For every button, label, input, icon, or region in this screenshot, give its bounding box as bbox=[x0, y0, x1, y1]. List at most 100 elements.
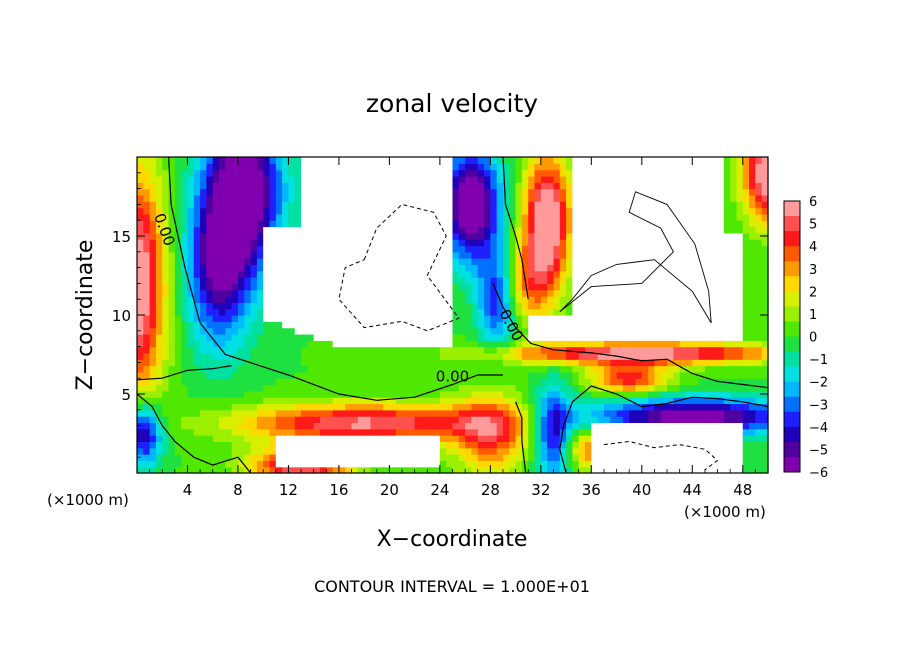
heatmap-cell bbox=[723, 390, 731, 398]
heatmap-cell bbox=[351, 302, 359, 310]
heatmap-cell bbox=[540, 239, 548, 247]
heatmap-cell bbox=[597, 371, 605, 379]
heatmap-cell bbox=[673, 232, 681, 240]
heatmap-cell bbox=[219, 283, 226, 291]
heatmap-cell bbox=[200, 441, 208, 449]
heatmap-cell bbox=[648, 175, 656, 183]
heatmap-cell bbox=[496, 207, 504, 215]
heatmap-cell bbox=[345, 226, 353, 234]
heatmap-cell bbox=[641, 175, 649, 183]
heatmap-cell bbox=[667, 352, 674, 360]
heatmap-cell bbox=[345, 397, 353, 405]
heatmap-cell bbox=[490, 416, 498, 424]
heatmap-cell bbox=[761, 251, 769, 259]
heatmap-cell bbox=[559, 264, 567, 272]
heatmap-cell bbox=[528, 226, 536, 234]
heatmap-cell bbox=[515, 302, 523, 310]
heatmap-cell bbox=[616, 422, 624, 430]
heatmap-cell bbox=[534, 232, 542, 240]
heatmap-cell bbox=[540, 359, 548, 367]
heatmap-cell bbox=[660, 182, 668, 190]
heatmap-cell bbox=[509, 454, 517, 461]
heatmap-cell bbox=[528, 346, 536, 354]
heatmap-cell bbox=[515, 409, 523, 417]
heatmap-cell bbox=[200, 346, 208, 354]
heatmap-cell bbox=[761, 333, 769, 341]
heatmap-cell bbox=[742, 397, 750, 405]
heatmap-cell bbox=[597, 302, 605, 310]
heatmap-cell bbox=[559, 327, 567, 335]
heatmap-cell bbox=[395, 308, 403, 316]
heatmap-cell bbox=[585, 283, 592, 291]
heatmap-cell bbox=[465, 390, 473, 398]
heatmap-cell bbox=[679, 333, 687, 341]
heatmap-cell bbox=[269, 232, 277, 240]
heatmap-cell bbox=[420, 175, 428, 183]
heatmap-cell bbox=[534, 239, 542, 247]
heatmap-cell bbox=[174, 277, 182, 284]
heatmap-cell bbox=[155, 454, 163, 461]
heatmap-cell bbox=[383, 182, 390, 190]
heatmap-cell bbox=[149, 169, 157, 177]
heatmap-cell bbox=[736, 441, 744, 449]
heatmap-cell bbox=[553, 226, 561, 234]
heatmap-cell bbox=[692, 447, 700, 455]
heatmap-cell bbox=[181, 308, 189, 316]
heatmap-cell bbox=[622, 258, 630, 266]
heatmap-cell bbox=[502, 352, 510, 360]
heatmap-cell bbox=[502, 454, 510, 461]
heatmap-cell bbox=[446, 333, 454, 341]
heatmap-cell bbox=[566, 220, 573, 228]
heatmap-cell bbox=[187, 397, 195, 405]
heatmap-cell bbox=[383, 315, 390, 322]
heatmap-cell bbox=[313, 390, 321, 398]
heatmap-cell bbox=[357, 296, 365, 303]
heatmap-cell bbox=[736, 378, 744, 386]
heatmap-cell bbox=[143, 194, 151, 202]
heatmap-cell bbox=[723, 213, 731, 221]
heatmap-cell bbox=[465, 188, 473, 196]
heatmap-cell bbox=[717, 315, 725, 322]
heatmap-cell bbox=[389, 333, 397, 341]
heatmap-cell bbox=[515, 308, 523, 316]
heatmap-cell bbox=[736, 277, 744, 284]
heatmap-cell bbox=[206, 435, 214, 442]
heatmap-cell bbox=[345, 460, 353, 468]
heatmap-cell bbox=[711, 239, 719, 247]
heatmap-cell bbox=[408, 175, 416, 183]
heatmap-cell bbox=[307, 169, 315, 177]
heatmap-cell bbox=[736, 352, 744, 360]
heatmap-cell bbox=[225, 188, 233, 196]
heatmap-cell bbox=[660, 365, 668, 373]
heatmap-cell bbox=[629, 390, 637, 398]
heatmap-cell bbox=[572, 188, 580, 196]
heatmap-cell bbox=[490, 365, 498, 373]
heatmap-cell bbox=[338, 182, 346, 190]
heatmap-cell bbox=[578, 226, 586, 234]
heatmap-cell bbox=[357, 157, 365, 164]
heatmap-cell bbox=[275, 435, 283, 442]
heatmap-cell bbox=[717, 447, 725, 455]
heatmap-cell bbox=[610, 251, 618, 259]
heatmap-cell bbox=[174, 384, 182, 392]
heatmap-cell bbox=[685, 371, 693, 379]
heatmap-cell bbox=[540, 220, 548, 228]
heatmap-cell bbox=[231, 460, 239, 468]
heatmap-cell bbox=[515, 422, 523, 430]
heatmap-cell bbox=[326, 289, 334, 297]
heatmap-cell bbox=[269, 435, 277, 442]
heatmap-cell bbox=[717, 403, 725, 411]
heatmap-cell bbox=[660, 333, 668, 341]
heatmap-cell bbox=[326, 277, 334, 284]
heatmap-cell bbox=[711, 315, 719, 322]
heatmap-cell bbox=[742, 302, 750, 310]
heatmap-cell bbox=[307, 264, 315, 272]
heatmap-cell bbox=[439, 277, 447, 284]
heatmap-cell bbox=[168, 226, 176, 234]
heatmap-cell bbox=[357, 220, 365, 228]
heatmap-cell bbox=[465, 365, 473, 373]
heatmap-cell bbox=[591, 460, 599, 468]
heatmap-cell bbox=[433, 315, 441, 322]
heatmap-cell bbox=[749, 327, 756, 335]
heatmap-cell bbox=[471, 409, 479, 417]
